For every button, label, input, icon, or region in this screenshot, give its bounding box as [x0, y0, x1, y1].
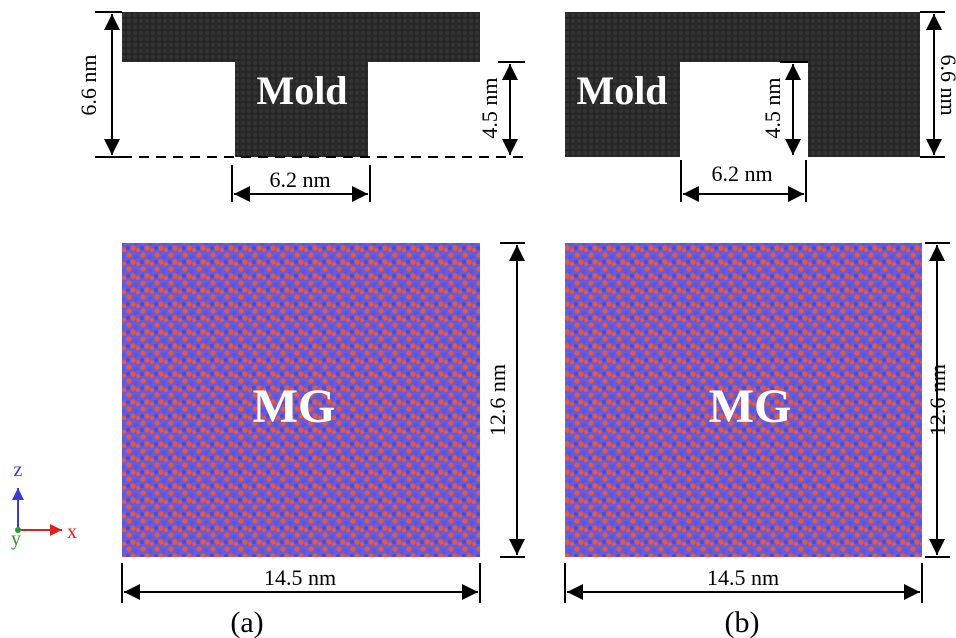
x-label: x: [67, 521, 77, 543]
cavity-width: 6.2 nm: [711, 161, 772, 186]
mold-label: Mold: [576, 68, 667, 113]
mg-block: [122, 243, 480, 557]
mold: [122, 12, 480, 157]
z-label: z: [14, 459, 23, 481]
cavity-width: 6.2 nm: [269, 167, 330, 192]
mg-width: 14.5 nm: [707, 565, 779, 590]
mg-label: MG: [709, 380, 792, 433]
mg-block: [565, 243, 922, 557]
mg-width: 14.5 nm: [264, 565, 336, 590]
mg-height: 12.6 nm: [925, 364, 950, 436]
mold-label: Mold: [256, 68, 347, 113]
mg-label: MG: [253, 380, 336, 433]
panel-b: Mold 6.6 nm 4.5 nm 6.2 nm MG 12.6 nm 14.…: [564, 11, 956, 638]
cavity-depth: 4.5 nm: [760, 77, 785, 138]
y-label: y: [11, 528, 21, 550]
mold-height: 6.6 nm: [76, 54, 101, 115]
mg-height: 12.6 nm: [485, 364, 510, 436]
mold: [565, 12, 920, 157]
panel-label: (b): [725, 606, 760, 638]
y-axis-dot: [15, 527, 21, 533]
axis-triad: z y x: [11, 459, 77, 550]
panel-label: (a): [230, 606, 263, 638]
mold-height: 6.6 nm: [936, 54, 956, 115]
panel-a: Mold 6.6 nm 4.5 nm 6.2 nm MG 12.6 nm 14.…: [76, 11, 525, 638]
cavity-depth: 4.5 nm: [477, 77, 502, 138]
